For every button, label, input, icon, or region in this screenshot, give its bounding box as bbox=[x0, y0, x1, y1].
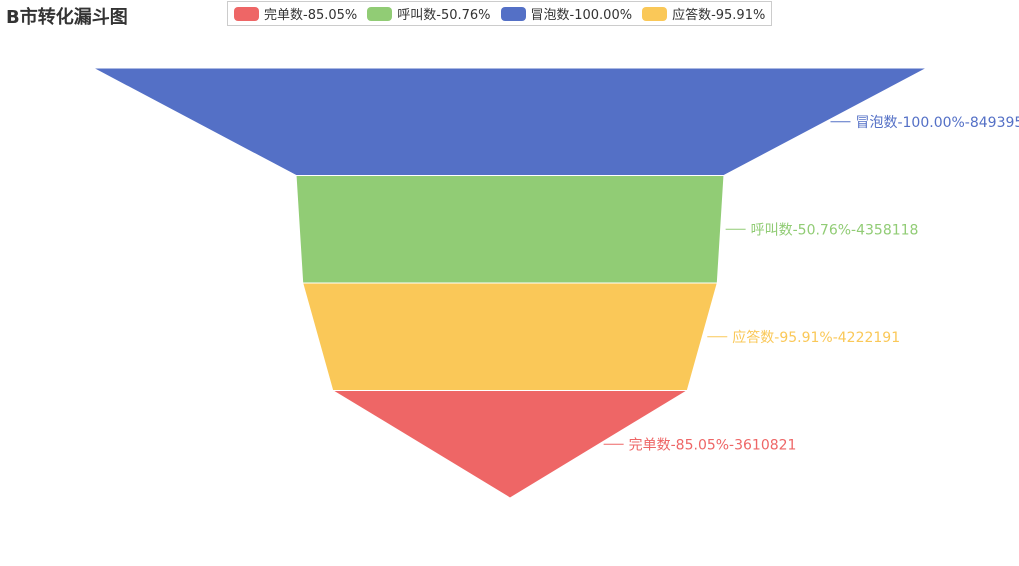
legend-label: 应答数-95.91% bbox=[672, 8, 766, 23]
legend-label: 冒泡数-100.00% bbox=[530, 8, 633, 23]
legend-label: 呼叫数-50.76% bbox=[397, 8, 491, 23]
funnel-segment-2[interactable] bbox=[302, 282, 718, 391]
legend-item-bubbles[interactable]: 冒泡数-100.00% bbox=[500, 4, 633, 23]
legend-swatch bbox=[642, 6, 668, 21]
legend-swatch bbox=[234, 6, 259, 21]
funnel-segment-1[interactable] bbox=[295, 175, 725, 284]
data-label-1: 呼叫数-50.76%-4358118 bbox=[751, 222, 919, 238]
legend-item-finished[interactable]: 完单数-85.05% bbox=[234, 4, 357, 23]
data-label-0: 冒泡数-100.00%-8493950 bbox=[855, 115, 1019, 131]
chart-title: B市转化漏斗图 bbox=[6, 7, 128, 28]
legend-swatch bbox=[500, 6, 526, 21]
legend-label: 完单数-85.05% bbox=[264, 8, 358, 23]
legend-swatch bbox=[367, 6, 393, 21]
data-label-2: 应答数-95.91%-4222191 bbox=[732, 329, 900, 346]
legend-item-calls[interactable]: 呼叫数-50.76% bbox=[367, 4, 491, 23]
funnel-segment-0[interactable] bbox=[92, 67, 928, 176]
data-label-3: 完单数-85.05%-3610821 bbox=[629, 437, 797, 453]
legend: 完单数-85.05% 呼叫数-50.76% 冒泡数-100.00% 应答数-95… bbox=[227, 1, 773, 26]
funnel-segment-3[interactable] bbox=[330, 390, 690, 499]
legend-item-answers[interactable]: 应答数-95.91% bbox=[642, 4, 765, 23]
